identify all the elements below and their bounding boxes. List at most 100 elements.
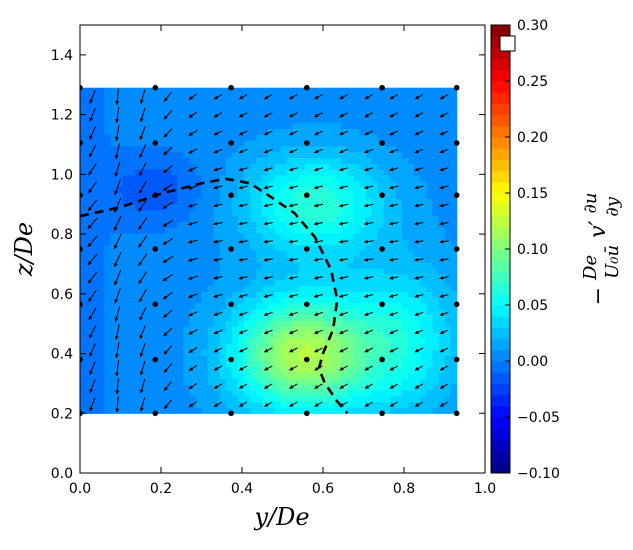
heatmap-cell	[414, 145, 421, 153]
heatmap-cell	[450, 390, 458, 397]
heatmap-cell	[316, 279, 324, 286]
colorbar-segment	[491, 193, 510, 205]
heatmap-cell	[146, 192, 154, 199]
heatmap-cell	[280, 250, 288, 257]
velocity-vector	[339, 383, 348, 389]
heatmap-cell	[450, 337, 458, 345]
heatmap-cell	[377, 308, 385, 316]
heatmap-cell	[444, 390, 452, 397]
velocity-vector	[439, 383, 449, 389]
x-axis-ticks: 0.0 0.2 0.4 0.6 0.8 1.0	[69, 25, 496, 497]
heatmap-cell	[420, 366, 427, 374]
heatmap-cell	[347, 203, 354, 211]
heatmap-cell	[201, 262, 209, 269]
heatmap-cell	[365, 163, 373, 170]
velocity-vector	[213, 401, 223, 408]
heatmap-cell	[165, 192, 172, 199]
velocity-vector	[88, 289, 97, 302]
heatmap-cell	[316, 407, 324, 414]
heatmap-cell	[152, 198, 160, 205]
heatmap-cell	[426, 238, 433, 246]
heatmap-cell	[244, 372, 251, 379]
heatmap-cell	[310, 122, 318, 130]
heatmap-cell	[189, 331, 197, 339]
heatmap-cell	[401, 349, 409, 356]
heatmap-cell	[371, 308, 379, 316]
heatmap-cell	[432, 349, 440, 356]
heatmap-cell	[201, 122, 209, 130]
heatmap-cell	[189, 360, 197, 368]
heatmap-cell	[237, 134, 245, 141]
heatmap-cell	[414, 360, 421, 368]
heatmap-cell	[165, 163, 172, 170]
velocity-vector	[363, 257, 374, 262]
heatmap-cell	[432, 360, 440, 368]
heatmap-cell	[201, 233, 209, 240]
heatmap-cell	[450, 203, 458, 211]
velocity-vector	[238, 203, 248, 208]
heatmap-cell	[377, 227, 385, 234]
heatmap-cell	[231, 279, 239, 286]
heatmap-cell	[359, 186, 367, 193]
heatmap-cell	[365, 314, 373, 321]
heatmap-cell	[146, 215, 154, 223]
heatmap-cell	[280, 320, 288, 327]
heatmap-cell	[244, 349, 251, 356]
heatmap-cell	[116, 87, 124, 95]
heatmap-cell	[250, 87, 257, 95]
heatmap-cell	[408, 256, 415, 263]
heatmap-cell	[177, 134, 184, 141]
heatmap-cell	[292, 372, 300, 379]
heatmap-cell	[335, 192, 342, 199]
heatmap-cell	[104, 134, 111, 141]
heatmap-cell	[250, 93, 257, 100]
heatmap-cell	[432, 244, 440, 252]
heatmap-cell	[323, 140, 330, 147]
heatmap-cell	[262, 378, 269, 385]
heatmap-cell	[237, 355, 245, 362]
heatmap-cell	[262, 395, 269, 403]
heatmap-cell	[292, 291, 300, 298]
heatmap-cell	[92, 256, 99, 263]
heatmap-cell	[195, 291, 203, 298]
heatmap-cell	[341, 122, 348, 130]
heatmap-cell	[110, 401, 118, 409]
heatmap-cell	[189, 105, 197, 112]
heatmap-cell	[195, 233, 203, 240]
heatmap-cell	[353, 262, 361, 269]
heatmap-cell	[438, 145, 446, 153]
heatmap-cell	[389, 145, 397, 153]
heatmap-cell	[152, 297, 160, 304]
heatmap-cell	[438, 355, 446, 362]
heatmap-cell	[426, 308, 433, 316]
heatmap-cell	[98, 273, 105, 281]
heatmap-cell	[274, 285, 282, 292]
heatmap-cell	[401, 157, 409, 164]
heatmap-cell	[237, 169, 245, 176]
heatmap-cell	[304, 343, 312, 350]
heatmap-cell	[116, 355, 124, 362]
heatmap-cell	[128, 250, 136, 257]
heatmap-cell	[128, 279, 136, 286]
heatmap-cell	[201, 401, 209, 409]
y-tick-label: 0.0	[51, 466, 73, 482]
heatmap-cell	[365, 349, 373, 356]
heatmap-cell	[213, 157, 221, 164]
heatmap-cell	[371, 267, 379, 275]
heatmap-cell	[286, 134, 294, 141]
heatmap-cell	[268, 105, 275, 112]
heatmap-cell	[292, 157, 300, 164]
heatmap-cell	[231, 407, 239, 414]
heatmap-cell	[420, 180, 427, 188]
heatmap-cell	[183, 87, 190, 95]
heatmap-cell	[420, 250, 427, 257]
heatmap-cell	[353, 349, 361, 356]
heatmap-cell	[383, 273, 391, 281]
heatmap-cell	[195, 320, 203, 327]
heatmap-cell	[183, 116, 190, 124]
heatmap-cell	[371, 297, 379, 304]
heatmap-cell	[195, 99, 203, 106]
heatmap-cell	[329, 203, 336, 211]
heatmap-cell	[189, 174, 197, 182]
velocity-vector	[138, 235, 148, 248]
